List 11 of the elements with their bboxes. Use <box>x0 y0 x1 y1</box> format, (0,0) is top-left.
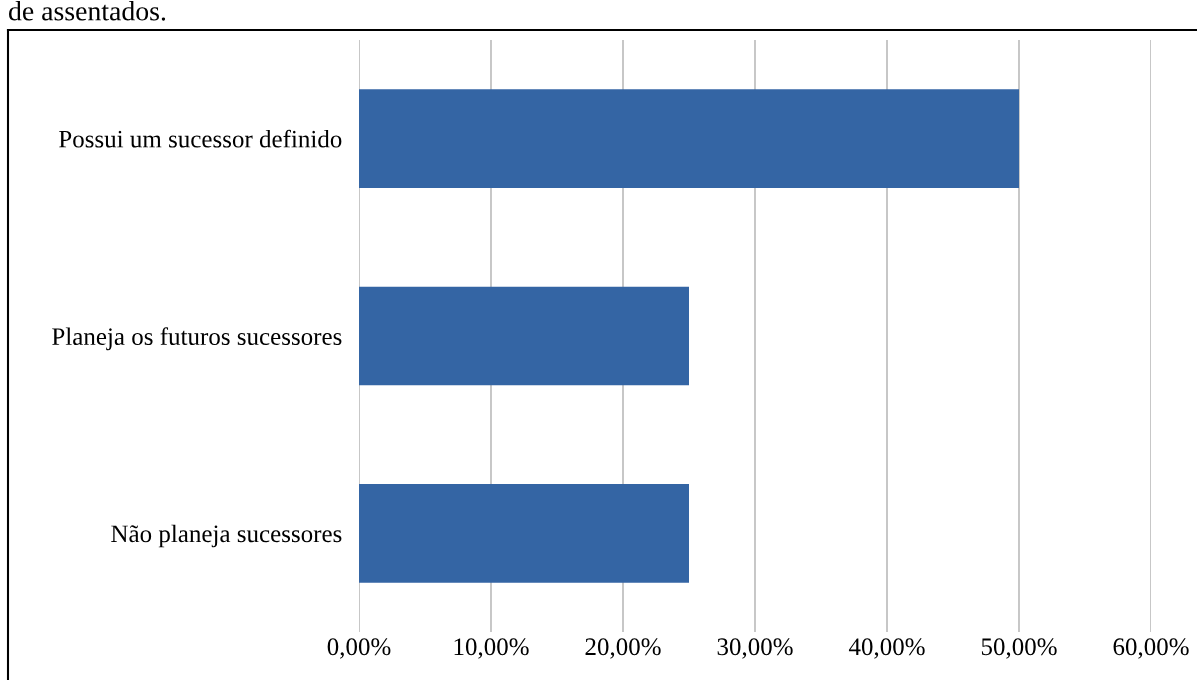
y-tick-label: Planeja os futuros sucessores <box>52 327 342 351</box>
x-tick-label: 40,00% <box>848 638 925 659</box>
x-tick-label: 30,00% <box>717 638 793 659</box>
y-tick-label: Possui um sucessor definido <box>59 129 342 148</box>
x-tick-label: 50,00% <box>981 638 1057 659</box>
x-tick-label: 0,00% <box>327 638 391 659</box>
text: de assentados. <box>9 1 166 21</box>
x-tick-label: 10,00% <box>454 638 529 659</box>
x-tick-label: 20,00% <box>585 638 661 659</box>
y-tick-label: Não planeja sucessores <box>111 524 342 548</box>
x-tick-label: 60,00% <box>1113 638 1189 659</box>
